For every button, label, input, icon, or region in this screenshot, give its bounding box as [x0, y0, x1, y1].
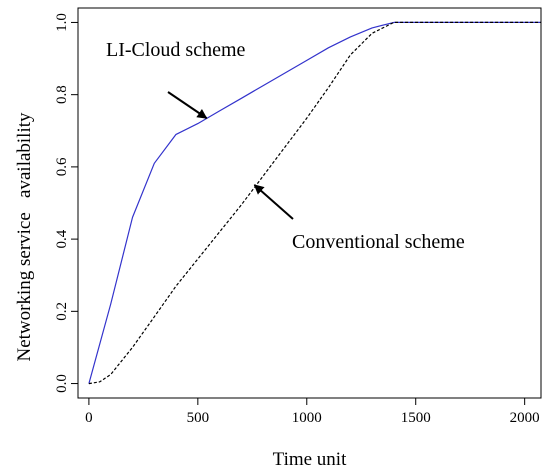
x-tick-label: 2000: [510, 410, 540, 426]
y-tick-label: 0.2: [54, 302, 70, 321]
y-axis-title: Networking service availability: [14, 112, 35, 362]
annotation-conventional-arrow: [253, 184, 294, 220]
annotation-li-cloud-arrow: [167, 91, 208, 119]
series-layer: [88, 21, 541, 385]
annotation-layer: LI-Cloud scheme Conventional scheme: [106, 39, 465, 253]
plot-frame: [77, 7, 542, 399]
series-line-li-cloud: [88, 21, 541, 384]
y-tick-label: 1.0: [54, 13, 70, 32]
y-tick-label: 0.8: [54, 85, 70, 104]
y-tick-label: 0.4: [54, 229, 70, 248]
x-tick-label: 1500: [401, 410, 431, 426]
y-axis: 0.0 0.2 0.4 0.6 0.8 1.0: [54, 13, 78, 393]
x-tick-label: 1000: [292, 410, 322, 426]
series-line-conventional: [88, 21, 541, 385]
x-axis-title: Time unit: [273, 449, 347, 470]
annotation-li-cloud-label: LI-Cloud scheme: [106, 39, 246, 61]
y-tick-label: 0.0: [54, 374, 70, 393]
annotation-conventional-label: Conventional scheme: [292, 231, 465, 253]
x-axis: 0 500 1000 1500 2000: [85, 398, 540, 426]
y-tick-label: 0.6: [54, 157, 70, 176]
x-tick-label: 500: [187, 410, 210, 426]
x-tick-label: 0: [85, 410, 93, 426]
